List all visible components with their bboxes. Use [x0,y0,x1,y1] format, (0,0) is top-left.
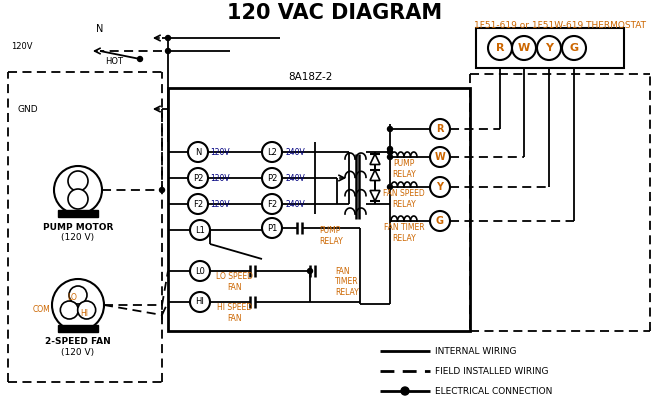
Circle shape [159,187,165,192]
Circle shape [68,171,88,191]
Text: FAN TIMER
RELAY: FAN TIMER RELAY [384,223,424,243]
Text: 8A18Z-2: 8A18Z-2 [288,72,332,82]
FancyBboxPatch shape [476,28,624,68]
Polygon shape [370,170,380,181]
Text: 120V: 120V [210,147,230,157]
Text: PUMP MOTOR: PUMP MOTOR [43,222,113,232]
Circle shape [190,292,210,312]
Circle shape [488,36,512,60]
Text: PUMP
RELAY: PUMP RELAY [319,226,343,246]
Circle shape [430,177,450,197]
Text: G: G [570,43,579,53]
Text: (120 V): (120 V) [62,233,94,241]
Text: G: G [436,216,444,226]
Text: R: R [436,124,444,134]
Circle shape [60,301,78,319]
Circle shape [430,147,450,167]
Circle shape [262,142,282,162]
Circle shape [387,147,393,152]
Circle shape [562,36,586,60]
Circle shape [188,168,208,188]
Text: INTERNAL WIRING: INTERNAL WIRING [435,347,517,355]
Circle shape [401,387,409,395]
Text: W: W [518,43,530,53]
Circle shape [68,189,88,209]
Circle shape [387,184,393,189]
Polygon shape [370,191,380,201]
FancyBboxPatch shape [58,325,98,332]
Text: P2: P2 [267,173,277,183]
Text: PUMP
RELAY: PUMP RELAY [392,159,416,178]
Circle shape [52,279,104,331]
Text: P2: P2 [193,173,203,183]
Text: Y: Y [545,43,553,53]
Circle shape [262,168,282,188]
Circle shape [387,127,393,132]
Circle shape [308,269,312,274]
Circle shape [537,36,561,60]
Circle shape [262,218,282,238]
Text: 1F51-619 or 1F51W-619 THERMOSTAT: 1F51-619 or 1F51W-619 THERMOSTAT [474,21,646,29]
FancyBboxPatch shape [58,210,98,217]
Text: (120 V): (120 V) [62,347,94,357]
Text: LO: LO [67,293,77,303]
Circle shape [387,150,393,155]
Text: P1: P1 [267,223,277,233]
Circle shape [165,36,170,41]
Text: L1: L1 [195,225,205,235]
Polygon shape [370,154,380,165]
Text: 2-SPEED FAN: 2-SPEED FAN [45,337,111,347]
Text: 120V: 120V [11,41,33,51]
Text: W: W [435,152,446,162]
Text: N: N [96,24,104,34]
Text: 120 VAC DIAGRAM: 120 VAC DIAGRAM [227,3,443,23]
Text: COM: COM [32,305,50,315]
Circle shape [78,301,96,319]
Text: HI SPEED
FAN: HI SPEED FAN [218,303,253,323]
Circle shape [165,49,170,54]
Circle shape [54,166,102,214]
Circle shape [387,155,393,160]
Text: F2: F2 [193,199,203,209]
Text: Y: Y [436,182,444,192]
Circle shape [188,194,208,214]
Text: 240V: 240V [285,147,305,157]
Text: HOT: HOT [105,57,123,65]
Text: F2: F2 [267,199,277,209]
Text: R: R [496,43,505,53]
Text: 240V: 240V [285,173,305,183]
Text: HI: HI [80,308,88,318]
Text: 120V: 120V [210,173,230,183]
Text: 240V: 240V [285,199,305,209]
Circle shape [512,36,536,60]
Text: L0: L0 [195,266,205,276]
Text: HI: HI [196,297,204,307]
Text: L2: L2 [267,147,277,157]
Text: N: N [195,147,201,157]
Text: FAN SPEED
RELAY: FAN SPEED RELAY [383,189,425,209]
Circle shape [430,211,450,231]
Text: FAN
TIMER
RELAY: FAN TIMER RELAY [335,267,358,297]
Text: GND: GND [18,104,39,114]
Circle shape [137,57,143,62]
Circle shape [430,119,450,139]
Circle shape [190,220,210,240]
FancyBboxPatch shape [168,88,470,331]
Circle shape [69,286,87,304]
Circle shape [262,194,282,214]
Circle shape [190,261,210,281]
Text: LO SPEED
FAN: LO SPEED FAN [216,272,253,292]
Text: 120V: 120V [210,199,230,209]
Text: ELECTRICAL CONNECTION: ELECTRICAL CONNECTION [435,386,552,396]
Text: FIELD INSTALLED WIRING: FIELD INSTALLED WIRING [435,367,549,375]
Circle shape [188,142,208,162]
